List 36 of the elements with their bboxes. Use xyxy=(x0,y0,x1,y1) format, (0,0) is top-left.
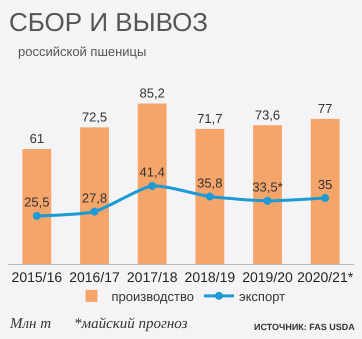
chart-title: СБОР И ВЫВОЗ xyxy=(9,7,208,37)
point xyxy=(206,192,214,201)
data-label: 35,8 xyxy=(197,175,222,190)
point xyxy=(90,208,98,216)
point xyxy=(148,182,156,190)
point xyxy=(264,196,272,205)
point xyxy=(32,212,41,220)
legend-label: производство xyxy=(112,288,194,304)
bar xyxy=(310,118,340,264)
data-label: 25,5 xyxy=(24,194,50,210)
chart-subtitle: российской пшеницы xyxy=(18,44,146,59)
bar xyxy=(138,103,167,264)
data-label: 71,7 xyxy=(197,110,222,126)
x-tick-label: 2016/17 xyxy=(69,268,120,285)
data-label: 77 xyxy=(318,100,332,116)
x-tick-label: 2017/18 xyxy=(126,268,178,285)
bar xyxy=(22,149,52,264)
text: *майский прогноз xyxy=(74,316,188,332)
text: ИСТОЧНИК: FAS USDA xyxy=(254,322,356,332)
bar xyxy=(195,128,224,264)
data-label: 27,8 xyxy=(82,190,108,206)
data-label: 41,4 xyxy=(140,164,165,180)
text: Млн т xyxy=(9,316,52,332)
x-tick-label: 2015/16 xyxy=(12,268,62,285)
x-tick-label: 2020/21* xyxy=(297,268,354,285)
data-label: 35 xyxy=(318,176,332,192)
legend-label: экспорт xyxy=(238,288,286,304)
x-tick-label: 2019/20 xyxy=(242,268,294,285)
bar xyxy=(253,125,282,264)
bar xyxy=(80,127,109,264)
data-label: 61 xyxy=(30,131,44,146)
point xyxy=(321,194,330,202)
x-tick-label: 2018/19 xyxy=(184,268,236,285)
data-label: 85,2 xyxy=(140,85,165,100)
data-label: 73,6 xyxy=(254,107,280,122)
data-label: 72,5 xyxy=(82,109,108,124)
